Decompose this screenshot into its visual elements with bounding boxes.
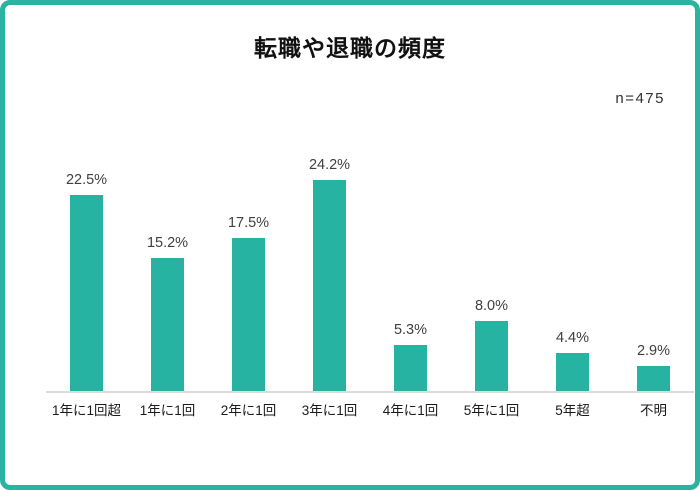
x-axis-category-labels: 1年に1回超 1年に1回 2年に1回 3年に1回 4年に1回 5年に1回 5年超 不明 xyxy=(46,399,694,419)
category-label: 2年に1回 xyxy=(220,403,277,418)
bar-value-label: 24.2% xyxy=(308,157,351,173)
category-label: 4年に1回 xyxy=(382,403,439,418)
bar-chart-plot-area: 22.5% 15.2% 17.5% 24.2% 5.3% 8.0% 4.4% 2.9% xyxy=(46,145,694,393)
bar xyxy=(637,366,670,391)
category-label: 5年に1回 xyxy=(463,403,520,418)
bar-column: 2.9% xyxy=(613,145,694,391)
category-label: 3年に1回 xyxy=(301,403,358,418)
bar-column: 17.5% xyxy=(208,145,289,391)
category-label: 5年超 xyxy=(555,403,590,418)
bar-value-label: 8.0% xyxy=(474,298,509,314)
category-label: 不明 xyxy=(640,403,667,418)
category-label: 1年に1回 xyxy=(139,403,196,418)
bar-value-label: 2.9% xyxy=(636,343,671,359)
bar xyxy=(313,180,346,391)
bar-column: 24.2% xyxy=(289,145,370,391)
bar xyxy=(556,353,589,391)
bar xyxy=(70,195,103,391)
bar-value-label: 17.5% xyxy=(227,215,270,231)
bar-column: 15.2% xyxy=(127,145,208,391)
bar-value-label: 15.2% xyxy=(146,235,189,251)
bar-value-label: 4.4% xyxy=(555,330,590,346)
bar-value-label: 22.5% xyxy=(65,172,108,188)
bar-value-label: 5.3% xyxy=(393,322,428,338)
bars-row: 22.5% 15.2% 17.5% 24.2% 5.3% 8.0% 4.4% 2.9% xyxy=(46,145,694,391)
bar xyxy=(475,321,508,391)
bar-column: 4.4% xyxy=(532,145,613,391)
chart-title: 転職や退職の頻度 xyxy=(254,35,446,61)
category-label: 1年に1回超 xyxy=(51,403,122,418)
bar xyxy=(151,258,184,391)
bar-column: 8.0% xyxy=(451,145,532,391)
bar-column: 5.3% xyxy=(370,145,451,391)
bar-column: 22.5% xyxy=(46,145,127,391)
bar xyxy=(394,345,427,391)
bar xyxy=(232,238,265,391)
sample-size-label: n=475 xyxy=(615,90,665,107)
